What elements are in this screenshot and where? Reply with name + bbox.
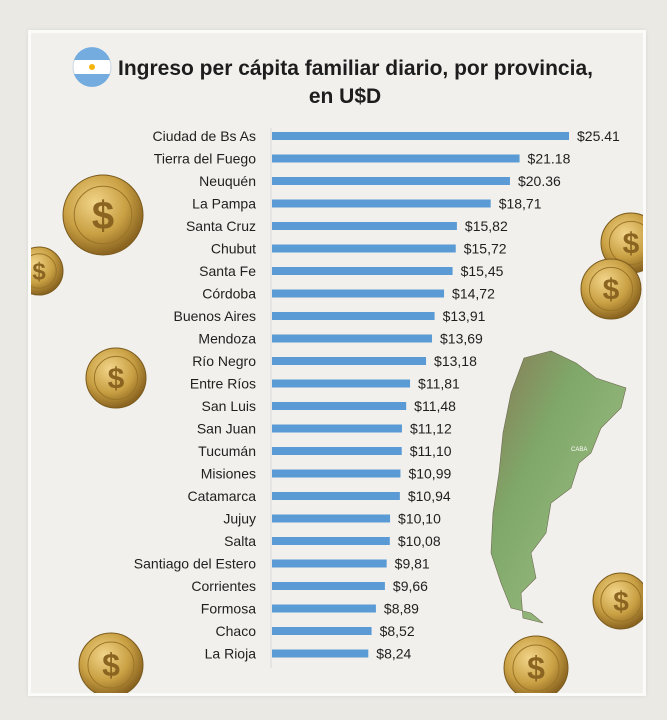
data-label: $15,82 xyxy=(465,218,508,234)
category-label: Tierra del Fuego xyxy=(154,151,256,167)
bar xyxy=(272,267,453,275)
bar xyxy=(272,402,407,410)
data-label: $11,48 xyxy=(414,398,456,414)
bar xyxy=(272,334,433,343)
svg-text:$: $ xyxy=(32,258,46,285)
bar xyxy=(272,537,390,545)
dollar-coin-icon: $ xyxy=(600,212,643,274)
svg-text:$: $ xyxy=(613,586,629,617)
data-label: $15,45 xyxy=(461,263,504,279)
data-label: $10,94 xyxy=(408,488,451,504)
category-label: San Juan xyxy=(197,421,256,437)
dollar-coin-icon: $ xyxy=(78,632,144,693)
data-label: $18,71 xyxy=(499,196,542,212)
category-label: Neuquén xyxy=(199,173,256,189)
category-label: Jujuy xyxy=(223,511,256,527)
data-label: $8,52 xyxy=(380,623,415,639)
category-label: Misiones xyxy=(201,466,256,482)
category-label: Catamarca xyxy=(188,488,257,504)
bar xyxy=(272,604,376,613)
dollar-coin-icon: $ xyxy=(592,572,643,630)
data-label: $13,91 xyxy=(443,308,486,324)
bar xyxy=(272,424,402,433)
map-label-caba: CABA xyxy=(571,447,587,453)
flag-icon xyxy=(72,47,112,87)
category-label: Formosa xyxy=(201,601,256,617)
infographic-frame: $ $ $ $ $ $ $ $ CABA Ingreso per cápita familia… xyxy=(28,30,646,696)
svg-text:$: $ xyxy=(102,647,120,683)
bar xyxy=(272,357,427,365)
chart-title-line-2: en U$D xyxy=(309,85,381,108)
dollar-coin-icon: $ xyxy=(503,635,569,693)
argentina-map: CABA xyxy=(490,350,627,624)
svg-text:$: $ xyxy=(108,363,125,396)
svg-text:$: $ xyxy=(603,274,620,307)
chart-title-line-1: Ingreso per cápita familiar diario, por … xyxy=(118,57,593,80)
category-label: Chubut xyxy=(211,241,256,257)
bar xyxy=(272,469,401,478)
bar xyxy=(272,492,400,500)
category-label: Corrientes xyxy=(191,578,256,594)
data-label: $10,99 xyxy=(408,466,451,482)
svg-text:$: $ xyxy=(623,228,640,261)
svg-text:$: $ xyxy=(527,650,545,686)
category-label: Santiago del Estero xyxy=(134,556,256,572)
category-label: Tucumán xyxy=(198,443,256,459)
bar xyxy=(272,559,387,568)
data-label: $11,12 xyxy=(410,421,452,437)
data-label: $13,69 xyxy=(440,331,483,347)
data-label: $8,24 xyxy=(376,646,411,662)
category-label: Río Negro xyxy=(192,353,256,369)
data-label: $13,18 xyxy=(434,353,477,369)
data-label: $9,81 xyxy=(395,556,430,572)
bar xyxy=(272,514,391,523)
data-label: $20.36 xyxy=(518,173,561,189)
category-label: Mendoza xyxy=(198,331,256,347)
bar xyxy=(272,379,411,388)
data-label: $15,72 xyxy=(464,241,507,257)
dollar-coin-icon: $ xyxy=(85,347,147,409)
dollar-coin-icon: $ xyxy=(31,246,64,296)
category-label: Santa Fe xyxy=(199,263,256,279)
category-label: Chaco xyxy=(216,623,257,639)
bar xyxy=(272,627,372,635)
category-label: Buenos Aires xyxy=(174,308,257,324)
bar xyxy=(272,177,510,185)
bar xyxy=(272,582,385,590)
bar xyxy=(272,289,445,298)
bar xyxy=(272,312,435,320)
category-label: Salta xyxy=(224,533,256,549)
coin-decorations: $$$$$$$ $ xyxy=(31,174,643,693)
data-label: $11,10 xyxy=(410,443,452,459)
bar xyxy=(272,199,491,208)
svg-text:$: $ xyxy=(92,194,114,238)
category-label: Córdoba xyxy=(202,286,256,302)
category-label: Ciudad de Bs As xyxy=(152,128,256,144)
data-label: $21.18 xyxy=(528,151,571,167)
bar xyxy=(272,244,456,253)
bar xyxy=(272,154,520,163)
data-label: $25.41 xyxy=(577,128,620,144)
bar xyxy=(272,649,369,658)
category-label: La Pampa xyxy=(192,196,256,212)
bar xyxy=(272,132,569,140)
category-label: Entre Ríos xyxy=(190,376,256,392)
data-label: $9,66 xyxy=(393,578,428,594)
dollar-coin-icon: $ xyxy=(62,174,144,256)
category-label: La Rioja xyxy=(205,646,257,662)
category-label: San Luis xyxy=(202,398,256,414)
data-label: $11,81 xyxy=(418,376,460,392)
bar xyxy=(272,447,402,455)
category-label: Santa Cruz xyxy=(186,218,256,234)
data-label: $14,72 xyxy=(452,286,495,302)
data-label: $8,89 xyxy=(384,601,419,617)
data-label: $10,10 xyxy=(398,511,441,527)
bar-chart: $$$$$$$ $ CABA Ingreso per cápita familia… xyxy=(31,47,643,693)
bar xyxy=(272,222,457,230)
data-label: $10,08 xyxy=(398,533,441,549)
dollar-coin-icon: $ xyxy=(580,258,642,320)
